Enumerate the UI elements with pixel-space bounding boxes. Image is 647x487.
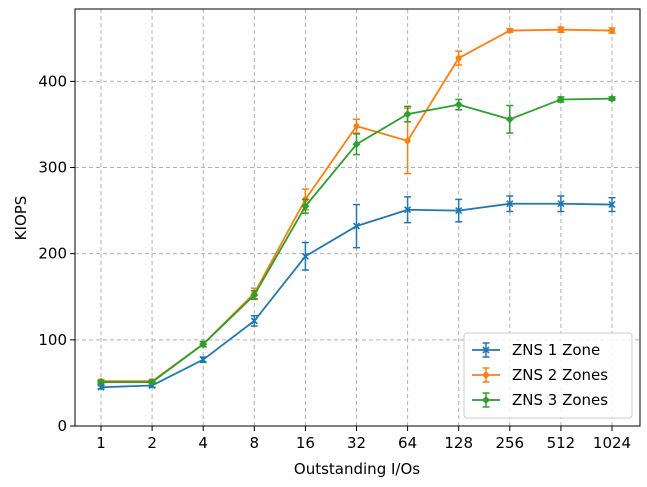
x-tick-label: 32 [347,434,366,452]
y-axis: 0 100 200 300 400 [38,72,75,435]
data-point [608,94,616,103]
legend-label: ZNS 3 Zones [512,391,608,409]
legend-label: ZNS 1 Zone [512,341,600,359]
marker-stroke [557,200,565,208]
legend-entry: ZNS 3 Zones [472,391,608,409]
data-point [455,207,463,215]
data-point [556,95,565,104]
data-point [301,202,310,211]
x-tick-label: 128 [444,434,473,452]
data-point [404,137,411,144]
data-point [352,140,361,149]
data-point [454,100,463,109]
legend-entry: ZNS 1 Zone [472,341,600,359]
marker-stroke [506,200,514,208]
data-point [97,383,105,391]
x-tick-label: 1024 [593,434,631,452]
data-point [352,222,361,230]
data-point [353,123,360,130]
data-point [403,110,412,119]
y-tick-label: 300 [38,159,67,177]
data-point [506,27,513,34]
marker-stroke [608,201,616,209]
data-point [557,26,564,33]
legend-label: ZNS 2 Zones [512,366,608,384]
legend-frame [463,332,633,419]
legend-marker [483,372,489,378]
data-point [250,317,258,325]
data-point [608,201,616,209]
data-point [455,55,462,62]
data-point [557,200,565,208]
series-1 [97,195,616,391]
plot-area-border [74,8,641,427]
marker-stroke [199,356,207,364]
x-tick-label: 16 [296,434,315,452]
marker-stroke [482,346,490,354]
marker-stroke [455,207,463,215]
x-tick-label: 2 [147,434,157,452]
data-point [148,378,157,387]
y-tick-label: 100 [38,331,67,349]
data-point [199,340,208,349]
data-point [609,27,615,34]
legend-marker [482,396,490,404]
x-tick-label: 256 [495,434,524,452]
x-tick-label: 64 [398,434,417,452]
data-point [506,200,514,208]
marker-stroke [404,206,412,214]
marker-stroke [250,317,258,325]
data-point [301,252,309,260]
data-point [404,206,412,214]
series-group [97,26,616,391]
x-tick-label: 512 [547,434,576,452]
x-tick-label: 4 [198,434,208,452]
marker-stroke [97,383,105,391]
x-tick-label: 8 [250,434,260,452]
data-point [505,115,514,124]
legend: ZNS 1 Zone ZNS 2 Zones ZNS 3 Zones [463,332,633,419]
x-axis: 1 2 4 8 16 32 64 128 256 512 1024 [96,426,631,452]
marker-stroke [352,222,361,230]
data-point [199,356,207,364]
series-3 [97,94,616,387]
legend-marker [482,346,490,354]
data-point [250,291,259,300]
x-tick-label: 1 [96,434,106,452]
data-point [97,378,105,387]
x-axis-label: Outstanding I/Os [294,460,420,478]
marker-stroke [301,252,309,260]
y-tick-label: 0 [57,417,67,435]
y-tick-label: 200 [38,245,67,263]
legend-entry: ZNS 2 Zones [472,366,608,384]
y-tick-label: 400 [38,72,67,90]
y-axis-label: KIOPS [12,196,30,241]
